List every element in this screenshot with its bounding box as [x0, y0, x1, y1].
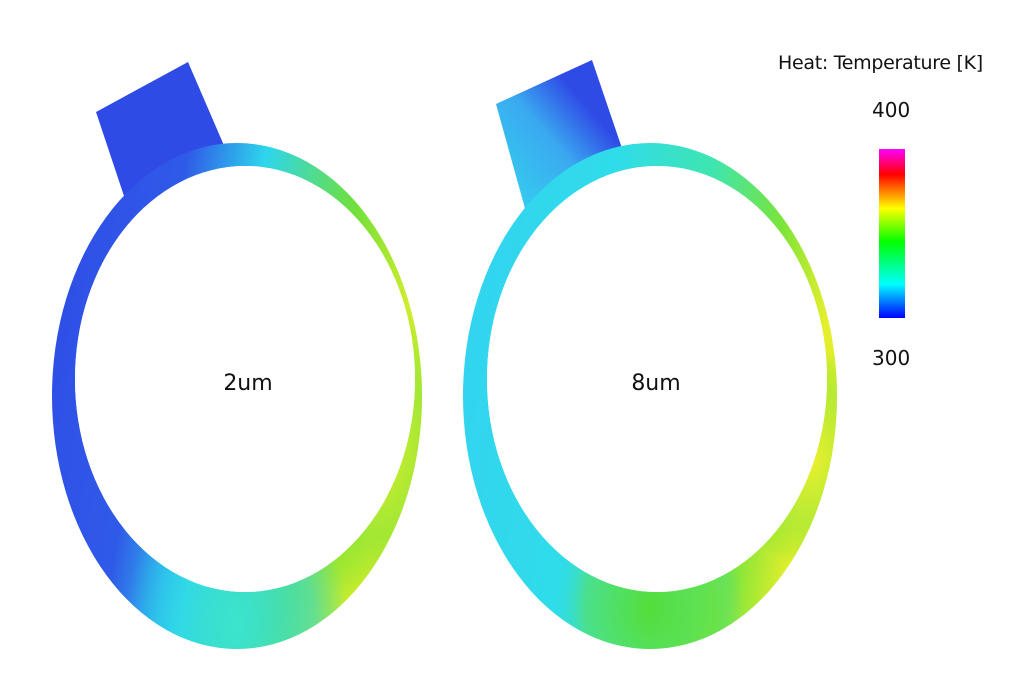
case-2um-label: 2um: [223, 371, 272, 396]
case-8um-label: 8um: [631, 371, 680, 396]
legend-min-label: 300: [872, 346, 911, 370]
legend-max-label: 400: [872, 98, 911, 122]
temperature-colorbar: [879, 149, 905, 318]
case-2um-plot: 2um: [52, 62, 422, 649]
legend-title: Heat: Temperature [K]: [778, 52, 983, 74]
case-8um-plot: 8um: [463, 60, 837, 649]
